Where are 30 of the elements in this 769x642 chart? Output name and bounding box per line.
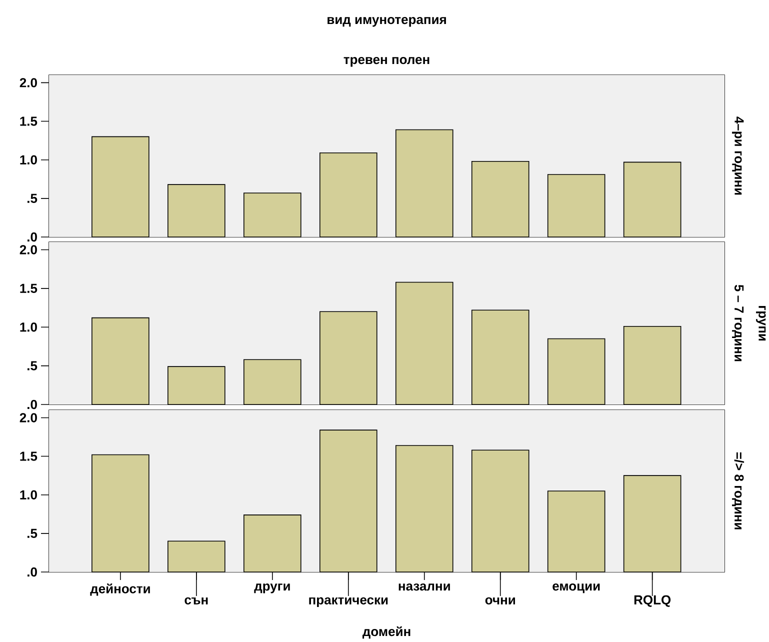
x-tick-label: практически	[309, 597, 388, 608]
y2-axis-title: 5 – 7 години	[732, 284, 744, 362]
chart-subtitle: тревен полен	[344, 56, 430, 67]
x-axis-title: домейн	[362, 626, 410, 639]
text: групи	[756, 306, 766, 340]
y-tick-label: 2.0	[20, 78, 37, 88]
x-tick-label: назални	[398, 584, 450, 591]
y-tick-label: 1.0	[20, 322, 37, 332]
y-tick-label: 1.5	[20, 284, 38, 293]
y-tick-label: 1.5	[20, 452, 38, 461]
y-tick-label: .5	[28, 194, 38, 203]
x-tick-label: RQLQ	[634, 595, 671, 607]
y2-axis-title: =/> 8 години	[732, 452, 744, 530]
x-tick-label: емоции	[552, 584, 600, 594]
y2-axis-title: 4–ри години	[732, 116, 744, 195]
chart-title: вид имунотерапия	[328, 16, 446, 27]
y-tick-label: 1.0	[20, 490, 37, 500]
y-tick-label: .0	[28, 232, 37, 242]
y-tick-label: .5	[28, 361, 38, 370]
x-tick-label: други	[254, 584, 290, 594]
y-tick-label: .0	[28, 567, 37, 577]
x-tick-label: сън	[184, 597, 208, 604]
x-tick-label: очни	[485, 597, 515, 604]
y-tick-label: 2.0	[20, 413, 37, 422]
x-tick-label: дейности	[90, 584, 150, 596]
y-tick-label: 1.0	[20, 155, 37, 164]
y-tick-label: 2.0	[20, 245, 37, 254]
y-tick-label: 1.5	[20, 116, 38, 126]
y-tick-label: .5	[28, 528, 38, 538]
y-tick-label: .0	[28, 400, 37, 410]
